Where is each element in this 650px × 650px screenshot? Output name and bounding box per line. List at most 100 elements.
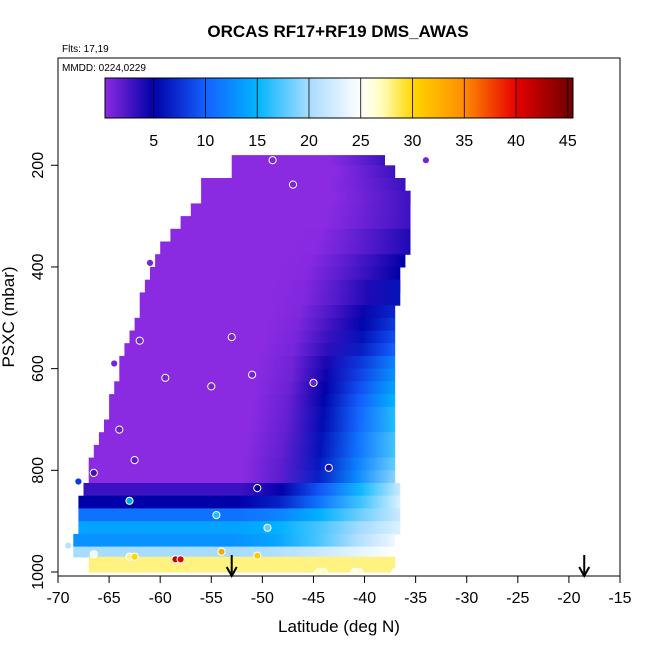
sample-point [391, 567, 400, 577]
heatmap-band [134, 317, 396, 332]
colorbar-tick-label: 25 [352, 133, 370, 150]
heatmap-field [73, 155, 411, 573]
sample-point [130, 552, 139, 561]
sample-points [64, 156, 430, 577]
sample-point [421, 156, 430, 165]
sample-point [207, 382, 216, 391]
sample-point [288, 180, 298, 189]
colorbar-tick-label: 5 [149, 133, 158, 150]
x-tick-label: -25 [506, 590, 529, 607]
heatmap-band [170, 228, 411, 243]
heatmap-band [150, 266, 401, 281]
heatmap-band [88, 457, 396, 471]
colorbar-tick-label: 40 [507, 133, 525, 150]
heatmap-band [109, 394, 396, 408]
colorbar-tick-label: 20 [300, 133, 318, 150]
colorbar-tick-label: 35 [455, 133, 473, 150]
heatmap-band [109, 406, 396, 421]
sample-point [161, 373, 170, 382]
heatmap-band [93, 444, 396, 459]
colorbar-tick-label: 15 [248, 133, 266, 150]
sample-point [89, 468, 98, 477]
colorbar-tick-label: 10 [197, 133, 215, 150]
colorbar-frame [104, 77, 574, 119]
heatmap-band [104, 419, 396, 433]
x-tick-label: -60 [149, 590, 172, 607]
sample-point [212, 510, 221, 520]
heatmap-band [129, 330, 396, 344]
colorbar-gradient [105, 78, 573, 118]
heatmap-band [201, 190, 411, 204]
sample-point [135, 336, 144, 345]
sample-point [89, 550, 98, 559]
y-tick-label: 800 [30, 457, 47, 484]
y-tick-label: 1000 [30, 554, 47, 590]
heatmap-band [83, 483, 401, 497]
x-tick-label: -50 [251, 590, 274, 607]
sample-point [110, 359, 119, 368]
y-axis-label: PSXC (mbar) [0, 266, 18, 367]
heatmap-band [160, 241, 411, 255]
x-tick-label: -55 [200, 590, 223, 607]
x-tick-label: -15 [608, 590, 631, 607]
sample-point [125, 496, 134, 505]
heatmap-band [231, 155, 385, 166]
heatmap-band [144, 279, 401, 293]
heatmap-band [114, 381, 396, 395]
heatmap-band [124, 343, 396, 357]
colorbar: 5 10 15 20 25 30 35 40 45 [104, 77, 577, 150]
sample-point [355, 567, 364, 577]
x-tick-label: -70 [46, 590, 69, 607]
plot-frame [57, 57, 621, 577]
sample-point [130, 456, 139, 465]
sample-point [64, 541, 73, 550]
x-axis: -70 -65 -60 -55 -50 -45 -40 -35 -30 -25 -20 -15 [46, 576, 632, 607]
x-axis-label: Latitude (deg N) [278, 617, 400, 636]
heatmap-band [78, 508, 401, 522]
x-tick-label: -40 [353, 590, 376, 607]
x-tick-label: -45 [302, 590, 325, 607]
sample-point [324, 463, 333, 472]
heatmap-band [78, 495, 401, 509]
sample-point [268, 156, 277, 165]
sample-point [253, 484, 262, 493]
y-axis: 200 400 600 800 1000 [30, 152, 58, 590]
sample-point [309, 378, 318, 387]
sample-point [253, 551, 262, 560]
x-tick-label: -20 [557, 590, 580, 607]
y-tick-label: 600 [30, 355, 47, 382]
heatmap-band [155, 254, 406, 268]
sample-point [217, 547, 226, 556]
heatmap-band [119, 355, 396, 370]
heatmap-band [190, 203, 411, 217]
colorbar-tick-label: 30 [404, 133, 422, 150]
y-tick-label: 200 [30, 152, 47, 179]
sample-point [176, 555, 185, 564]
date-annotation: MMDD: 0224,0229 [62, 63, 146, 74]
heatmap-band [73, 533, 396, 548]
heatmap-band [78, 521, 401, 535]
sample-point [145, 258, 155, 267]
x-tick-label: -65 [98, 590, 121, 607]
sample-point [115, 425, 124, 434]
x-tick-label: -30 [455, 590, 478, 607]
sample-point [319, 567, 328, 577]
heatmap-band [88, 470, 396, 484]
heatmap-band [139, 305, 396, 319]
flights-annotation: Flts: 17,19 [62, 44, 109, 55]
heatmap-band [231, 165, 396, 179]
chart-title: ORCAS RF17+RF19 DMS_AWAS [207, 22, 468, 41]
heatmap-band [139, 292, 401, 306]
heatmap-band [201, 178, 406, 192]
sample-point [227, 333, 236, 342]
heatmap-band [73, 546, 396, 558]
colorbar-tick-label: 45 [559, 133, 577, 150]
heatmap-band [98, 432, 396, 446]
sample-point [263, 523, 272, 532]
heatmap-band [180, 216, 411, 230]
x-tick-label: -35 [404, 590, 427, 607]
heatmap-band [119, 368, 396, 382]
sample-point [248, 370, 257, 379]
y-tick-label: 400 [30, 254, 47, 281]
